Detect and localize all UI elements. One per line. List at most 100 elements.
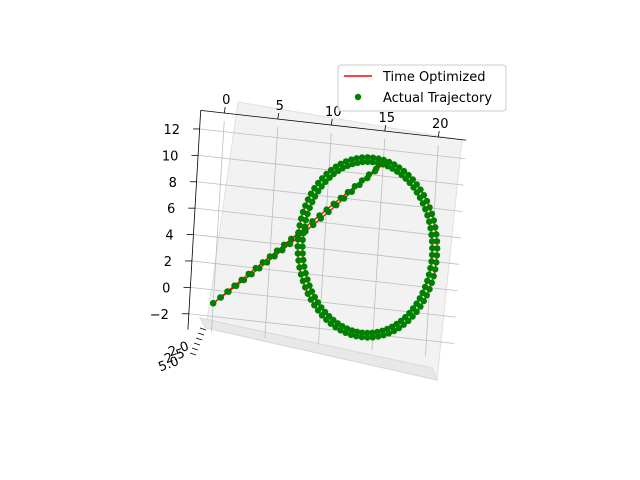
- trajectory-point: [348, 327, 356, 334]
- legend: Time Optimized Actual Trajectory: [337, 64, 507, 112]
- trajectory-point: [279, 247, 286, 254]
- trajectory-point: [379, 327, 386, 334]
- trajectory-point: [217, 294, 225, 301]
- trajectory-point: [389, 165, 396, 172]
- trajectory-point: [398, 171, 405, 178]
- trajectory-point: [402, 313, 409, 321]
- trajectory-point: [374, 159, 381, 167]
- trajectory-point: [379, 161, 386, 168]
- trajectory-point: [340, 195, 348, 202]
- depth-tick-mark: [191, 347, 199, 351]
- trajectory-point: [280, 241, 288, 248]
- grid-line-y: [192, 260, 458, 292]
- x-tick-mark: [330, 118, 333, 126]
- trajectory-point: [419, 200, 427, 207]
- y-tick-label: 8: [169, 176, 177, 191]
- trajectory-point: [409, 305, 417, 312]
- y-tick-label: 6: [167, 202, 175, 217]
- trajectory-point: [432, 266, 439, 273]
- trajectory-point: [426, 218, 433, 225]
- depth-tick-label: 5.0: [157, 354, 182, 375]
- grid-line-y: [193, 234, 460, 265]
- trajectory-point: [369, 158, 376, 166]
- trajectory-point: [429, 245, 436, 252]
- y-tick-label: −2: [150, 308, 169, 323]
- legend-label-time-optimized: Time Optimized: [382, 70, 486, 85]
- trajectory-point: [402, 175, 409, 182]
- depth-tick-mark: [189, 352, 197, 356]
- depth-tick-mark: [197, 332, 205, 336]
- x-tick-label: 15: [378, 111, 395, 126]
- trajectory-point: [294, 250, 301, 257]
- trajectory-point: [428, 231, 435, 238]
- grid-line-x: [211, 121, 225, 333]
- x-axis-line: [200, 110, 467, 141]
- series-layer: [210, 154, 441, 341]
- grid-line-x: [264, 127, 279, 339]
- trajectory-point: [248, 271, 255, 278]
- trajectory-point: [302, 217, 309, 224]
- trajectory-point: [339, 323, 346, 330]
- x-tick-labels: 0 5 10 15 20: [222, 93, 449, 138]
- trajectory-point: [427, 225, 434, 232]
- trajectory-point: [263, 259, 271, 266]
- trajectory-point: [364, 174, 371, 182]
- y-tick-label: 0: [162, 281, 170, 296]
- trajectory-point: [256, 265, 263, 272]
- trajectory-point: [333, 202, 340, 209]
- trajectory-point: [364, 158, 371, 165]
- trajectory-point: [424, 277, 431, 284]
- trajectory-point: [294, 234, 301, 241]
- trajectory-point: [349, 160, 356, 168]
- trajectory-point: [421, 283, 429, 291]
- trajectory-point: [309, 198, 316, 206]
- trajectory-point: [354, 159, 361, 166]
- grid-line-y: [200, 128, 466, 160]
- trajectory-point: [326, 174, 333, 181]
- trajectory-point: [266, 253, 274, 260]
- trajectory-point: [300, 256, 307, 264]
- trajectory-point: [413, 300, 420, 307]
- depth-tick-mark: [199, 327, 207, 331]
- trajectory-point: [384, 163, 391, 170]
- x-tick-mark: [437, 130, 440, 138]
- trajectory-point: [273, 247, 281, 254]
- trajectory-point: [416, 295, 423, 302]
- grid-line-y: [195, 207, 461, 239]
- trajectory-point: [310, 221, 317, 229]
- trajectory-point: [314, 299, 322, 306]
- trajectory-point: [433, 259, 440, 266]
- trajectory-point: [344, 162, 351, 169]
- y-tick-label: 4: [165, 229, 173, 244]
- trajectory-point: [422, 206, 429, 213]
- trajectory-point: [288, 235, 295, 242]
- trajectory-point: [364, 334, 371, 341]
- axes: [187, 110, 467, 330]
- trajectory-point: [369, 329, 376, 336]
- legend-box: [337, 64, 507, 112]
- trajectory-point: [330, 316, 337, 324]
- trajectory-point: [301, 263, 308, 270]
- trajectory-point: [371, 168, 379, 175]
- trajectory-point: [339, 164, 346, 172]
- trajectory-point: [428, 238, 436, 245]
- trajectory-point: [318, 183, 325, 190]
- trajectory-point: [304, 210, 311, 218]
- trajectory-point: [433, 238, 441, 245]
- trajectory-point: [353, 328, 361, 335]
- trajectory-point: [302, 228, 309, 235]
- trajectory-point: [397, 317, 405, 324]
- depth-tick-label: 2.0: [167, 339, 192, 360]
- trajectory-point: [364, 329, 371, 337]
- grid-line-y: [196, 181, 463, 212]
- x-tick-label: 10: [325, 105, 342, 120]
- trajectory-point: [374, 328, 381, 336]
- trajectory-point: [406, 309, 413, 317]
- trajectory-point: [225, 288, 232, 295]
- y-tick-labels: −2 0 2 4 6 8 10 12: [150, 123, 201, 323]
- trajectory-point: [271, 253, 278, 260]
- trajectory-point: [356, 181, 363, 189]
- trajectory-point: [299, 250, 306, 257]
- trajectory-point: [393, 168, 401, 175]
